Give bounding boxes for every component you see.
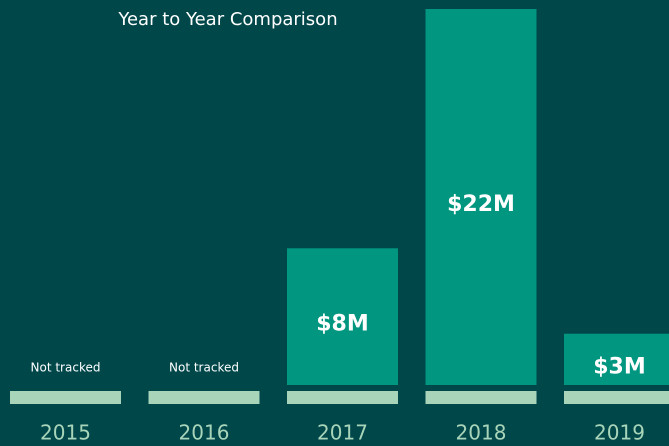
not-tracked-label: Not tracked xyxy=(169,361,239,375)
base-bar xyxy=(287,391,398,404)
base-bar xyxy=(148,391,260,404)
chart-title: Year to Year Comparison xyxy=(117,9,337,30)
not-tracked-label: Not tracked xyxy=(31,361,101,375)
x-tick-label: 2016 xyxy=(179,421,230,445)
x-tick-label: 2019 xyxy=(594,421,645,445)
base-bar xyxy=(564,391,669,404)
x-tick-label: 2015 xyxy=(40,421,91,445)
x-tick-label: 2017 xyxy=(317,421,368,445)
x-tick-label: 2018 xyxy=(456,421,507,445)
value-label: $3M xyxy=(593,354,646,379)
bar xyxy=(425,9,537,385)
base-bar xyxy=(10,391,121,404)
value-label: $22M xyxy=(447,192,515,217)
bar xyxy=(564,333,669,385)
value-label: $8M xyxy=(316,312,369,337)
base-bar xyxy=(425,391,537,404)
bar xyxy=(287,248,398,385)
